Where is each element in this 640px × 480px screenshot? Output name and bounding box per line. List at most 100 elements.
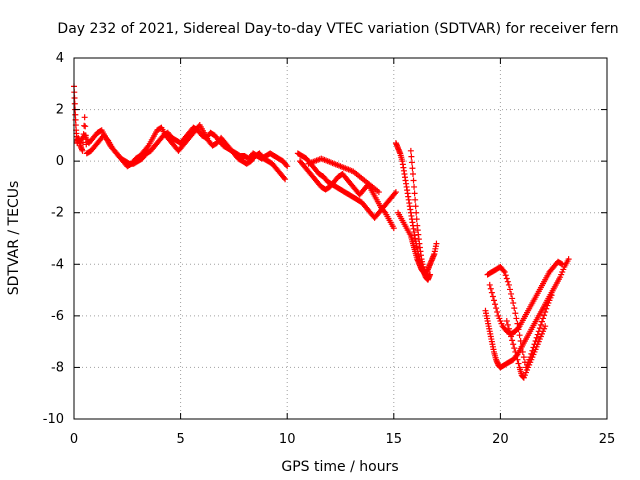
data-point	[486, 281, 493, 288]
data-point	[83, 141, 90, 148]
data-point	[519, 348, 526, 355]
data-point	[488, 289, 495, 296]
x-tick-label: 5	[176, 432, 184, 447]
data-point	[408, 159, 415, 166]
series-fern-arc-11	[486, 258, 566, 337]
data-point	[513, 352, 520, 359]
data-point	[413, 209, 420, 216]
data-point	[407, 147, 414, 154]
data-point	[411, 190, 418, 197]
data-point	[392, 189, 399, 196]
data-point	[515, 324, 522, 331]
y-tick-label: 4	[56, 51, 64, 66]
data-point	[512, 348, 519, 355]
data-point	[515, 360, 522, 367]
data-point	[520, 354, 527, 361]
data-point	[424, 274, 431, 281]
y-tick-label: -8	[51, 360, 64, 375]
data-point	[518, 343, 525, 350]
data-point	[282, 176, 289, 183]
data-point	[540, 315, 547, 322]
data-point	[375, 189, 382, 196]
data-point	[284, 163, 291, 170]
data-point	[494, 308, 501, 315]
data-point	[79, 147, 86, 154]
data-point	[509, 337, 516, 344]
data-point	[510, 299, 517, 306]
data-point	[505, 281, 512, 288]
data-point	[381, 208, 388, 215]
data-point	[506, 329, 513, 336]
data-point	[559, 261, 566, 268]
x-axis-label: GPS time / hours	[281, 459, 398, 475]
data-point	[543, 305, 550, 312]
data-point	[433, 240, 440, 247]
data-point	[538, 318, 545, 325]
data-point	[503, 318, 510, 325]
y-tick-label: -6	[51, 309, 64, 324]
data-point	[493, 305, 500, 312]
data-point	[533, 334, 540, 341]
data-point	[505, 325, 512, 332]
data-point	[541, 312, 548, 319]
x-tick-label: 25	[599, 432, 616, 447]
series-fern-arc-9	[482, 256, 572, 371]
data-point	[409, 165, 416, 172]
data-point	[542, 308, 549, 315]
series-fern-arc-2	[77, 122, 289, 183]
data-point	[408, 153, 415, 160]
data-point	[281, 174, 288, 181]
series-fern-arc-8	[407, 147, 431, 281]
y-tick-label: -10	[43, 412, 64, 427]
axis-ticks: 0 5 10 15 20 25 -10 -8 -6 -4 -2 0 2 4	[43, 51, 616, 447]
data-point	[537, 321, 544, 328]
data-point	[72, 111, 79, 118]
x-tick-label: 0	[70, 432, 78, 447]
data-point	[492, 301, 499, 308]
data-point	[504, 278, 511, 285]
data-point	[412, 196, 419, 203]
data-point	[409, 171, 416, 178]
data-point	[82, 123, 89, 130]
data-point	[144, 143, 151, 150]
data-point	[511, 305, 518, 312]
x-tick-label: 10	[279, 432, 296, 447]
series-fern-arc-4	[296, 158, 397, 232]
data-point	[71, 94, 78, 101]
series-fern-arc-10	[484, 263, 555, 371]
data-point	[517, 337, 524, 344]
data-point	[71, 100, 78, 107]
data-point	[390, 225, 397, 232]
data-point	[532, 337, 539, 344]
data-point	[508, 290, 515, 297]
data-point	[81, 114, 88, 121]
data-point	[410, 177, 417, 184]
data-point	[487, 285, 494, 292]
data-point	[514, 356, 521, 363]
y-tick-label: 2	[56, 103, 64, 118]
data-point	[536, 325, 543, 332]
data-point	[413, 216, 420, 223]
data-point	[503, 275, 510, 282]
data-point	[81, 122, 88, 129]
x-tick-label: 15	[386, 432, 403, 447]
y-tick-label: -4	[51, 257, 64, 272]
data-point	[412, 203, 419, 210]
data-point	[506, 286, 513, 293]
data-point	[511, 345, 518, 352]
series-fern-arc-5	[305, 155, 382, 196]
data-point	[534, 331, 541, 338]
data-point	[504, 321, 511, 328]
data-point	[491, 297, 498, 304]
data-point	[542, 323, 549, 330]
data-point	[565, 256, 572, 263]
data-point	[516, 332, 523, 339]
data-point	[72, 116, 79, 123]
data-point	[508, 333, 515, 340]
data-point	[558, 260, 565, 267]
plot-frame	[73, 57, 608, 420]
x-tick-label: 20	[492, 432, 509, 447]
series-fern-arc-12	[503, 318, 549, 381]
